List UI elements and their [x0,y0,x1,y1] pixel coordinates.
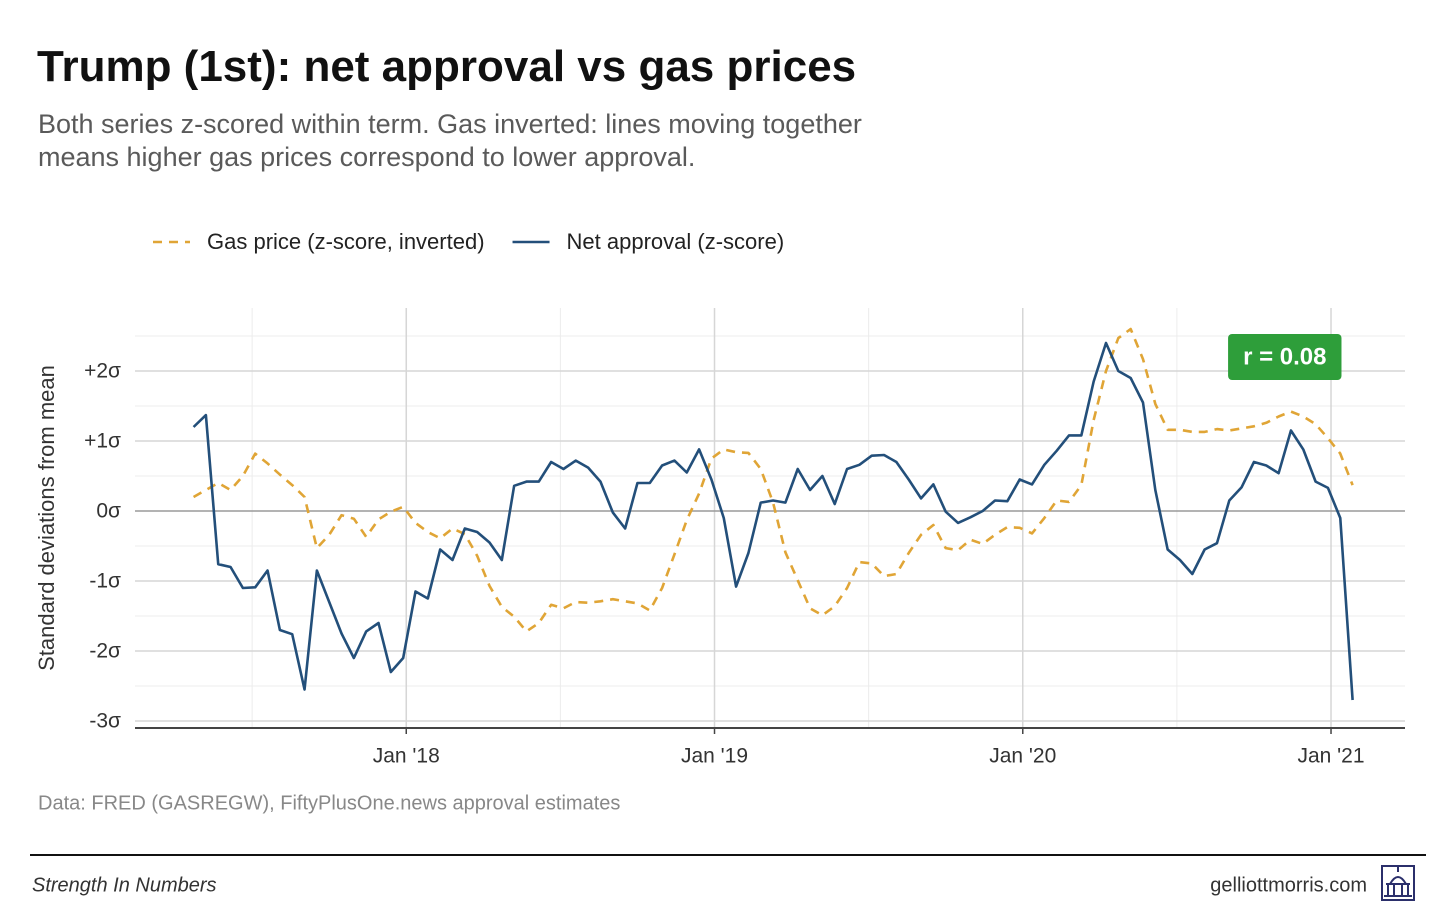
series-line [192,327,1354,633]
y-tick-label: -3σ [89,710,121,733]
x-tick-label: Jan '21 [1297,745,1364,768]
chart-title: Trump (1st): net approval vs gas prices [37,42,857,91]
y-tick-label: -1σ [89,570,121,593]
y-tick-label: 0σ [96,500,121,523]
y-tick-label: -2σ [89,640,121,663]
legend-label: Gas price (z-score, inverted) [207,229,485,254]
logo-icon [1381,865,1415,901]
y-axis-label: Standard deviations from mean [34,365,59,671]
y-tick-label: +1σ [84,430,121,453]
footer-site: gelliottmorris.com [1210,874,1367,896]
series-line [192,341,1354,701]
footer-brand: Strength In Numbers [32,874,217,896]
legend-label: Net approval (z-score) [567,229,785,254]
annotation: r = 0.08 [1228,334,1342,380]
source: Data: FRED (GASREGW), FiftyPlusOne.news … [38,792,620,814]
y-tick-label: +2σ [84,360,121,383]
x-tick-label: Jan '18 [373,745,440,768]
x-tick-label: Jan '20 [989,745,1056,768]
chart-subtitle: Both series z-scored within term. Gas in… [38,109,862,172]
annotation-box [1228,334,1342,380]
annotation-label: r = 0.08 [1243,343,1326,370]
x-tick-label: Jan '19 [681,745,748,768]
grid [135,308,1405,728]
